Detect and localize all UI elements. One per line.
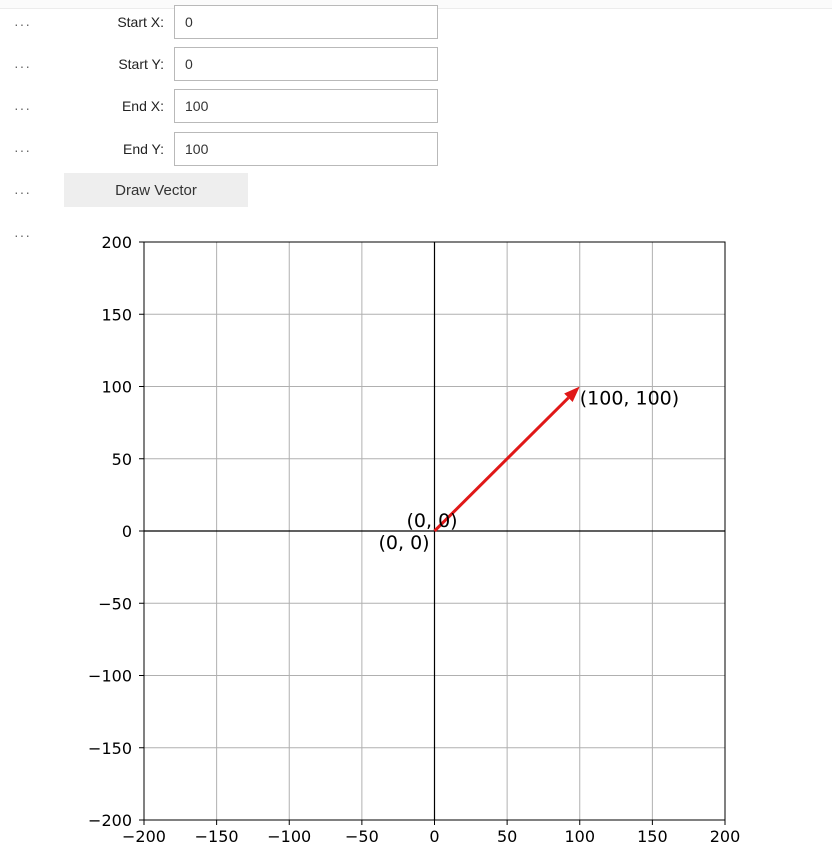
x-tick-label: 100 <box>564 827 595 846</box>
end-y-input[interactable] <box>174 132 438 166</box>
point-annotation: (0, 0) <box>379 532 430 554</box>
x-tick-label: −150 <box>195 827 239 846</box>
cell-prompt-ellipsis: ··· <box>14 227 31 243</box>
x-tick-label: 50 <box>497 827 517 846</box>
end-y-label: End Y: <box>122 141 164 157</box>
cell-prompt-ellipsis: ··· <box>14 58 31 74</box>
vector-shaft <box>433 396 570 533</box>
x-tick-label: −50 <box>345 827 379 846</box>
cell-prompt-ellipsis: ··· <box>14 142 31 158</box>
point-annotation: (100, 100) <box>580 388 679 410</box>
y-tick-label: −100 <box>88 667 132 686</box>
start-y-label: Start Y: <box>118 56 164 72</box>
start-x-label: Start X: <box>117 14 164 30</box>
end-x-label: End X: <box>121 98 164 114</box>
end-x-input[interactable] <box>174 89 438 123</box>
y-tick-label: −50 <box>98 594 132 613</box>
y-tick-label: 0 <box>122 522 132 541</box>
y-tick-label: 50 <box>112 450 132 469</box>
start-x-input[interactable] <box>174 5 438 39</box>
start-y-input[interactable] <box>174 47 438 81</box>
cell-prompt-ellipsis: ··· <box>14 184 31 200</box>
cell-prompt-ellipsis: ··· <box>14 100 31 116</box>
point-annotation: (0, 0) <box>407 510 458 532</box>
x-tick-label: 200 <box>710 827 741 846</box>
cell-prompt-ellipsis: ··· <box>14 16 31 32</box>
y-tick-label: −200 <box>88 811 132 830</box>
vector-arrowhead <box>564 386 580 403</box>
draw-vector-button[interactable]: Draw Vector <box>64 173 248 207</box>
x-tick-label: −100 <box>267 827 311 846</box>
x-tick-label: 150 <box>637 827 668 846</box>
y-tick-label: 100 <box>101 378 132 397</box>
y-tick-label: −150 <box>88 739 132 758</box>
y-tick-label: 200 <box>101 233 132 252</box>
y-tick-label: 150 <box>101 305 132 324</box>
x-tick-label: −200 <box>122 827 166 846</box>
x-tick-label: 0 <box>429 827 439 846</box>
